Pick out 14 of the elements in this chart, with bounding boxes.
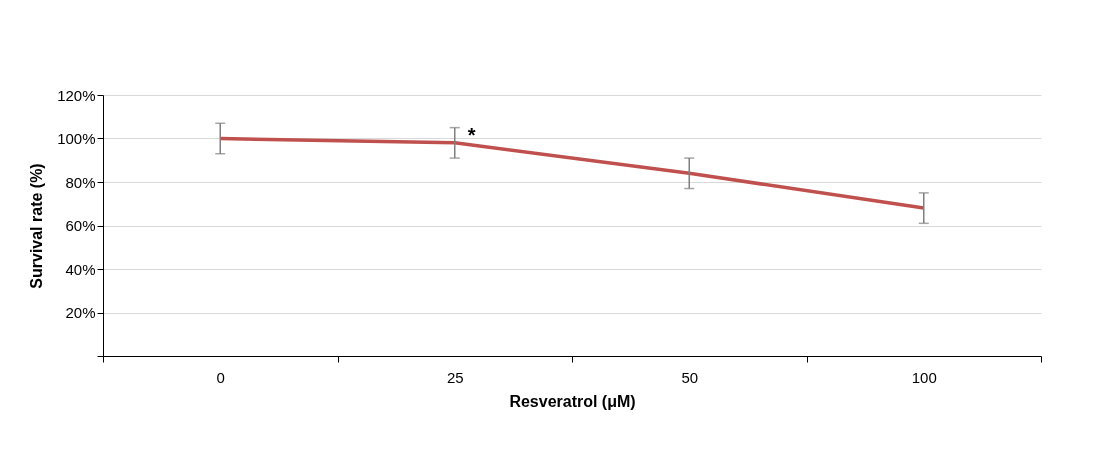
- x-tick-label: 50: [681, 368, 699, 386]
- x-tick-label: 25: [446, 368, 464, 386]
- y-tick-label: 20%: [65, 304, 96, 321]
- line-series: [218, 136, 926, 210]
- x-axis-title: Resveratrol (μM): [509, 392, 636, 410]
- y-tick-label: 120%: [57, 86, 96, 104]
- y-axis-title: Survival rate (%): [28, 163, 46, 289]
- y-tick-label: 80%: [65, 173, 96, 191]
- y-tick-label: 60%: [65, 217, 96, 234]
- y-tick-label: 40%: [65, 260, 96, 278]
- annotation: *: [467, 123, 476, 146]
- y-tick-label: 100%: [57, 130, 96, 147]
- x-tick-label: 0: [216, 368, 225, 386]
- x-tick-label: 100: [911, 368, 937, 386]
